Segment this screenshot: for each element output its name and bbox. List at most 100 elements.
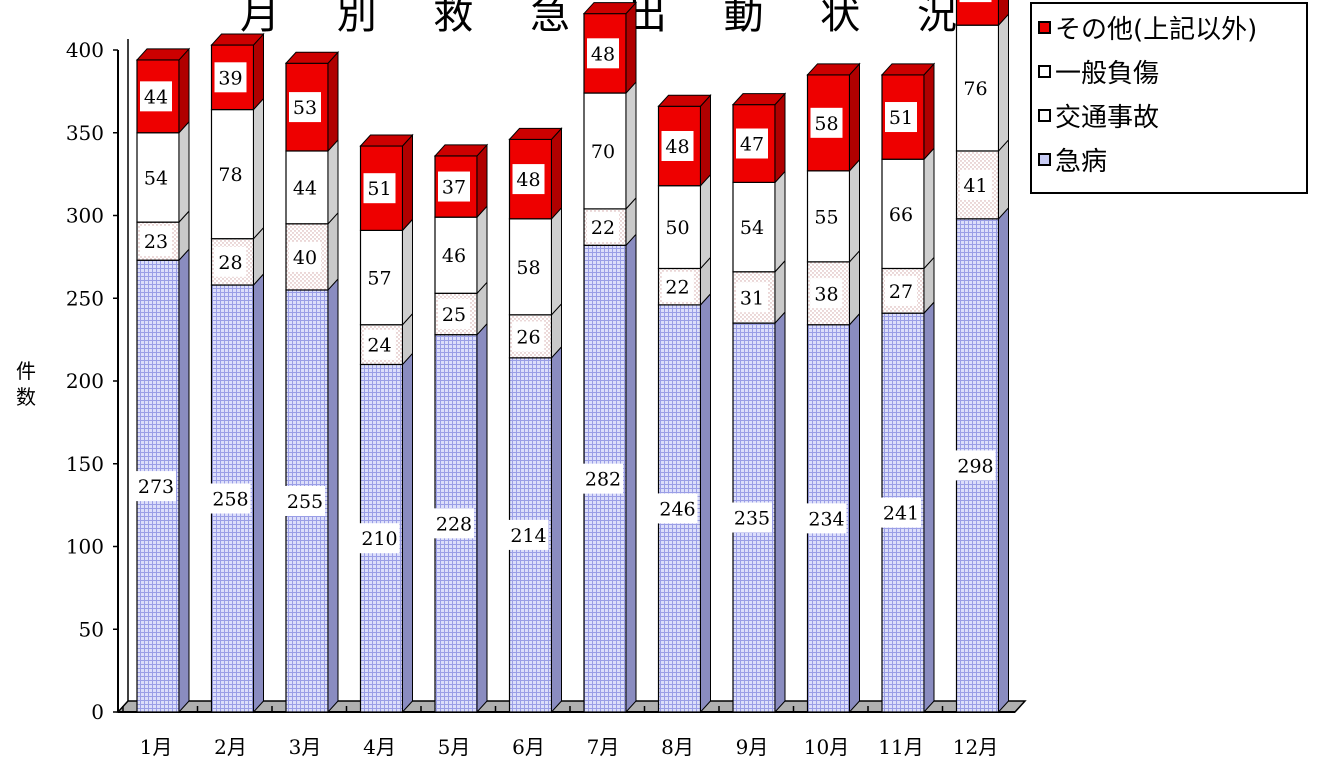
data-label: 53 [293,97,317,119]
data-label-box [959,0,992,3]
data-label-box [661,271,694,302]
y-tick-label: 200 [66,369,104,393]
bar-segment-side [253,97,264,240]
data-label: 38 [814,283,838,305]
bar-segment-side [178,47,190,135]
data-label: 48 [665,136,689,158]
bar-top [731,93,787,106]
legend-item: 交通事故 [1038,95,1159,135]
data-label-box [661,212,694,243]
data-label-box [140,81,172,112]
data-label: 66 [889,204,913,226]
data-label-box [363,262,396,293]
data-label-box [959,73,992,104]
y-tick-label: 100 [66,535,104,559]
bar-top [880,63,936,76]
data-label: 25 [442,304,466,326]
bar-segment-side [327,50,339,153]
data-label-box [136,471,176,502]
bar-segment-side [774,310,786,714]
data-label-box [806,503,847,534]
bar-top [508,127,563,140]
data-label-box [512,164,545,195]
x-tick-label: 10月 [804,735,849,759]
x-tick-label: 8月 [661,735,694,759]
data-label: 58 [516,257,540,279]
data-labels: 273 23 54 44 258 28 78 39 255 40 44 53 210 24 57 51 228 2… [136,0,996,554]
data-label-box [438,298,470,329]
data-label-box [657,493,698,524]
data-label-box [881,497,921,528]
y-axis-label: 件数 [16,359,36,409]
data-label: 54 [144,167,168,189]
bar-segment-side [849,312,860,714]
data-label: 37 [442,177,466,199]
data-label-box [736,282,768,313]
data-label: 235 [734,508,770,530]
bar-segment-side [178,120,190,224]
data-label: 228 [436,513,472,535]
data-label: 246 [659,498,695,520]
data-label-box [140,226,172,257]
bar-segment-side [178,247,190,714]
data-label: 214 [510,525,546,547]
data-label-box [434,508,474,539]
x-tick-label: 4月 [363,735,396,759]
axes: 0 50 100 150 200 250 300 350 400 1月 2月 3月 4月 5月 6月 7月 8月… [66,38,1027,759]
data-label: 76 [963,78,987,100]
data-label: 234 [808,508,844,530]
legend-item: 一般負傷 [1038,51,1159,91]
bar-segment-side [700,292,711,714]
data-label-box [214,246,247,277]
data-label: 57 [367,268,391,290]
legend-item: その他(上記以外) [1038,7,1257,47]
legend-swatch [1038,20,1051,34]
data-label: 51 [889,107,913,129]
bar-top [582,2,638,15]
bar-segment-side [774,170,786,274]
data-label-box [587,38,619,69]
bar-segment-side [476,204,488,295]
data-label-box [810,278,843,309]
legend-label: 急病 [1055,146,1108,177]
data-label-box [363,173,396,204]
x-tick-label: 12月 [953,735,998,759]
bar-segment-side [402,218,413,327]
bar-top [284,51,340,64]
data-label-box [955,450,996,481]
bar-segment-side [551,345,562,714]
y-tick-label: 0 [91,700,104,724]
data-label-box [438,240,470,271]
data-label: 48 [591,43,615,65]
bar-segment-side [849,249,860,327]
data-label-box [885,102,917,133]
legend-swatch [1038,152,1051,166]
bar-segment-side [998,206,1009,714]
bar-segment-side [327,211,339,292]
data-label-box [885,275,917,306]
bar-segment-side [402,133,413,232]
data-label: 258 [212,489,248,511]
x-tick-label: 11月 [878,735,923,759]
x-tick-label: 5月 [438,735,471,759]
data-label-box [587,135,619,166]
legend: その他(上記以外) 一般負傷 交通事故急病 [1030,2,1308,194]
data-label: 22 [665,277,689,299]
data-label-box [583,463,623,494]
data-label-box [736,128,768,159]
data-label: 241 [883,503,919,525]
data-label-box [289,172,321,203]
data-label-box [959,169,992,200]
data-label-box [508,519,549,550]
y-tick-label: 150 [66,452,104,476]
bar-segment-side [774,92,786,184]
bar-segment-side [253,272,264,714]
data-label: 46 [442,245,466,267]
data-label-box [661,130,694,161]
bar-segment-side [923,300,935,714]
data-label: 255 [287,491,323,513]
data-label: 298 [957,455,993,477]
bar-top [657,94,712,107]
bar-top [359,134,414,147]
x-tick-label: 2月 [214,735,247,759]
